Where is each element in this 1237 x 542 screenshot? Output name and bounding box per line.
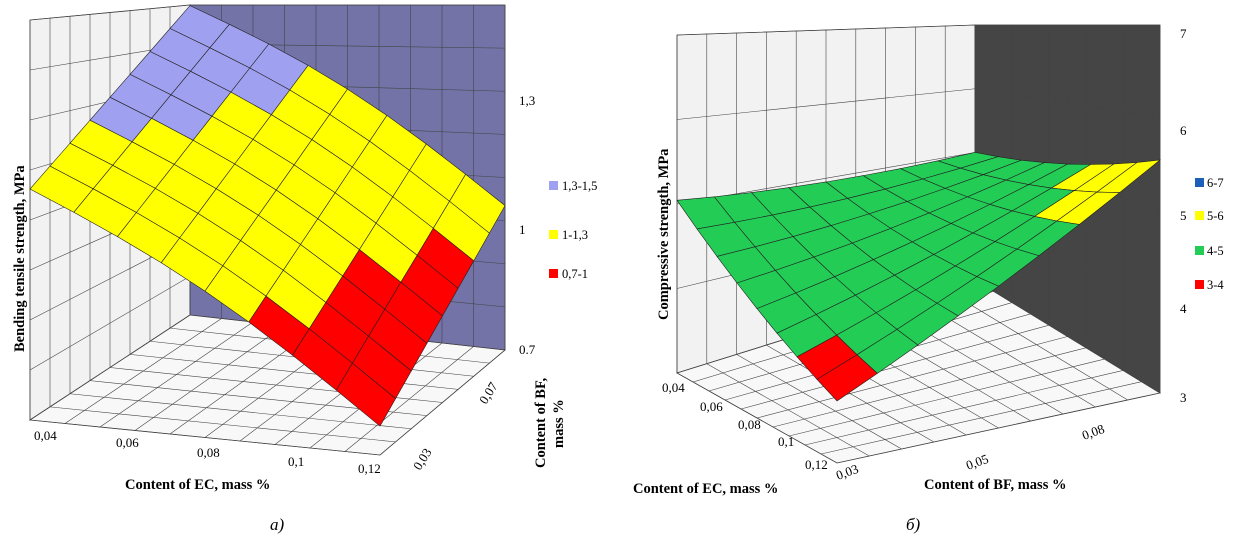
floor-gridline [69,393,412,430]
chart-a-z-tick: 1 [519,222,526,237]
floor-gridline [766,344,935,443]
z-gridline [676,24,1160,36]
chart-a-x-tick: 0,12 [358,461,381,476]
chart-a-z-tick: 0.7 [519,342,536,357]
chart-b: 7 6 5 4 3 0,04 0,06 0,08 0,1 0,12 0,03 0… [633,24,1224,534]
chart-a-x-tick: 0,06 [116,435,139,450]
surface-cell [816,354,878,402]
chart-b-surface [676,151,1161,402]
chart-b-legend-label: 3-4 [1207,278,1224,292]
chart-a-x-tick: 0,1 [288,454,304,469]
chart-a-y-tick: 0,07 [476,379,501,407]
chart-b-legend-label: 6-7 [1207,176,1224,190]
floor-gridline [676,372,838,464]
chart-b-z-axis-title: Compressive strength, MPa [656,148,672,320]
chart-b-panel-label: б) [906,515,921,534]
chart-b-x-tick: 0,04 [662,380,685,395]
floor-gridline [736,354,902,450]
chart-b-legend-swatch [1195,178,1204,187]
chart-b-y-axis-title: Content of BF, mass % [924,477,1066,493]
floor-gridline [29,419,381,456]
chart-a-x-tick: 0,04 [34,428,57,443]
chart-a-legend: 1,3-1,5 1-1,3 0,7-1 [549,179,597,281]
chart-b-y-tick: 0,08 [1080,421,1107,443]
chart-a-legend-swatch [549,181,558,190]
chart-b-legend: 6-7 5-6 4-5 3-4 [1195,176,1224,292]
chart-a-panel-label: а) [270,515,285,534]
chart-b-x-tick: 0,12 [805,457,828,472]
chart-a-x-axis-title: Content of EC, mass % [125,477,270,493]
chart-a-x-tick: 0,08 [197,445,220,460]
svg-text:Content of BF,: Content of BF, [533,378,549,468]
chart-a-legend-label: 0,7-1 [562,267,588,281]
chart-b-z-tick: 3 [1180,390,1187,405]
chart-a-legend-label: 1-1,3 [562,228,588,242]
chart-b-z-tick: 4 [1180,301,1187,316]
chart-b-x-tick: 0,08 [738,417,761,432]
chart-b-legend-swatch [1195,280,1204,289]
z-gridline [29,4,505,21]
surface-cell [335,362,396,427]
chart-a-legend-label: 1,3-1,5 [562,179,597,193]
chart-b-x-tick: 0,06 [700,399,723,414]
chart-a-y-tick: 0,03 [410,445,435,472]
chart-b-z-tick: 7 [1180,26,1187,41]
chart-b-legend-swatch [1195,211,1204,220]
chart-b-x-tick: 0,1 [778,434,794,449]
chart-b-y-tick: 0,05 [964,451,991,473]
z-gridline [676,88,1161,120]
chart-a-legend-swatch [549,230,558,239]
floor-gridline [706,363,870,457]
chart-b-z-tick: 6 [1180,123,1187,138]
chart-b-x-axis-title: Content of EC, mass % [633,481,778,497]
chart-b-legend-label: 5-6 [1207,209,1224,223]
chart-b-y-tick: 0,03 [834,461,861,483]
chart-a-legend-swatch [549,269,558,278]
chart-b-legend-label: 4-5 [1207,244,1224,258]
floor-gridline [49,406,396,443]
chart-a-z-tick: 1,3 [519,93,535,108]
floor-gridline [945,289,1128,401]
chart-b-legend-swatch [1195,246,1204,255]
chart-a: 1,3 1 0.7 0,04 0,06 0,08 0,1 0,12 0,07 0… [12,4,597,534]
svg-text:mass %: mass % [551,399,567,448]
chart-a-surface [29,5,506,427]
chart-a-z-axis-title: Bending tensile strength, MPa [12,165,28,352]
chart-a-y-axis-title: Content of BF, mass % [533,378,567,468]
chart-b-z-tick: 5 [1180,208,1187,223]
